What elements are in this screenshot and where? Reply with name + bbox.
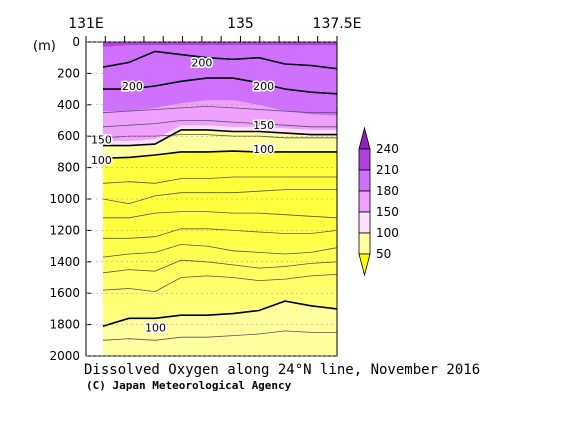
contour-lines: 200 200 200 150 150 100 100 100: [89, 50, 338, 341]
contour-line-minor: [102, 244, 338, 258]
contour-label: 100: [253, 143, 274, 156]
colorbar-segment: [358, 232, 371, 255]
band-150-180: [103, 100, 337, 146]
colorbar-segment: [358, 190, 371, 213]
colorbar-label: 50: [376, 247, 391, 261]
colorbar-label: 150: [376, 205, 399, 219]
contour-line-minor: [103, 211, 338, 219]
chart-title: Dissolved Oxygen along 24°N line, Novemb…: [84, 362, 480, 378]
colorbar-segment: [358, 148, 371, 171]
credit-text: (C) Japan Meteorological Agency: [86, 379, 292, 392]
y-tick-label: 1400: [49, 255, 80, 269]
colorbar-label: 240: [376, 142, 399, 156]
contour-line-150: [103, 129, 337, 147]
y-tick-label: 0: [72, 35, 80, 49]
contour-label: 200: [122, 80, 143, 93]
y-tick-label: 1200: [49, 223, 80, 237]
contour-label: 200: [191, 56, 212, 69]
y-tick-label: 1800: [49, 318, 80, 332]
y-tick-label: 200: [57, 66, 80, 80]
contour-line-minor: [102, 176, 337, 184]
colorbar-cap-top: [358, 126, 371, 150]
colorbar-label: 210: [376, 163, 399, 177]
colorbar-label: 100: [376, 226, 399, 240]
contour-line-100: [102, 150, 337, 159]
x-tick-label: 135: [227, 16, 254, 32]
contour-label: 150: [91, 133, 112, 146]
band-deep-light: [103, 301, 337, 356]
colorbar-cap-bottom: [358, 253, 371, 277]
colorbar-segment: [358, 169, 371, 192]
y-tick-label: 2000: [49, 349, 80, 363]
contour-line-minor: [102, 120, 337, 128]
contour-label: 200: [253, 80, 274, 93]
x-tick-label: 131E: [68, 16, 104, 32]
y-tick-label: 1000: [49, 192, 80, 206]
contour-line-minor: [103, 228, 338, 239]
x-tick-label: 137.5E: [313, 16, 362, 32]
contour-label: 100: [91, 154, 112, 167]
y-unit-label: (m): [33, 39, 56, 54]
contour-line-100: [102, 300, 338, 327]
band-210-240: [103, 42, 337, 47]
contour-line-200: [102, 50, 338, 70]
contour-label: 100: [145, 322, 166, 335]
colorbar-segment: [358, 211, 371, 234]
y-tick-label: 600: [57, 129, 80, 143]
axes: 0 200 400 600 800 1000 1200 1400 1600 1800 2000 131…: [49, 16, 361, 363]
colorbar-label: 180: [376, 184, 399, 198]
contour-line-200: [103, 77, 338, 95]
y-tick-label: 1600: [49, 286, 80, 300]
y-tick-label: 400: [57, 98, 80, 112]
contour-line-minor: [102, 189, 337, 205]
contour-line-minor: [102, 105, 337, 114]
y-tick-label: 800: [57, 161, 80, 175]
contour-label: 150: [253, 119, 274, 132]
contour-line-minor: [102, 330, 337, 341]
colorbar: 240 210 180 150 100 50: [358, 126, 399, 277]
contour-line-minor: [102, 259, 338, 274]
contour-line-minor: [102, 274, 338, 293]
